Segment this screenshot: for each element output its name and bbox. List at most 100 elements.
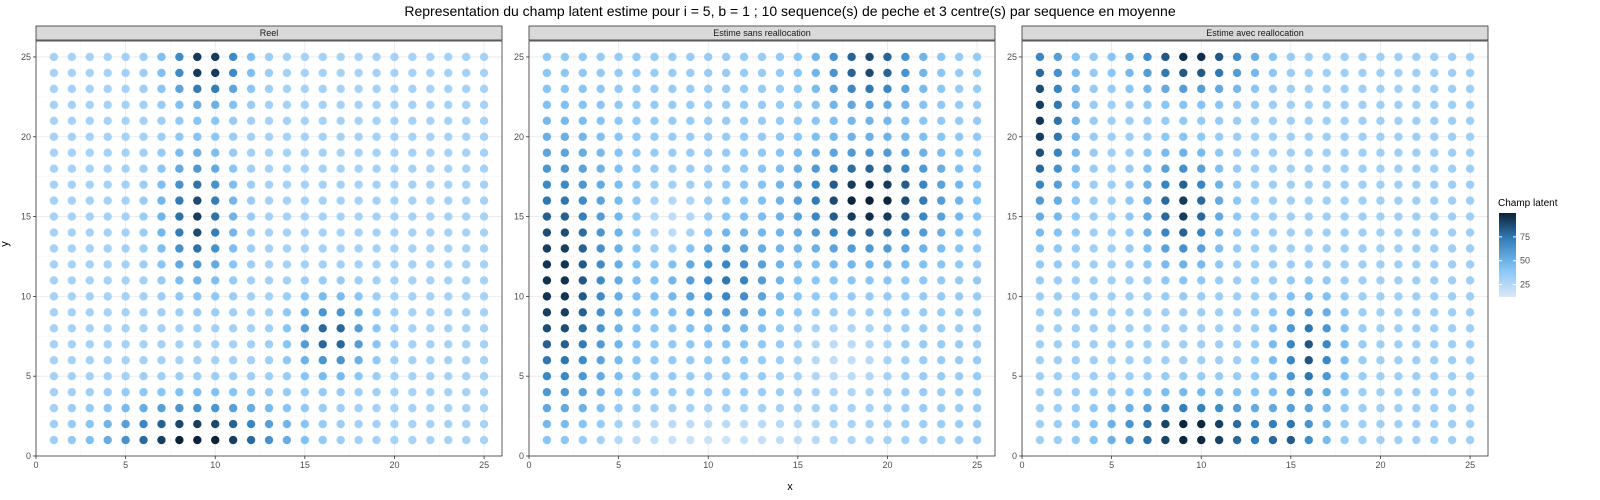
data-point [1035, 403, 1045, 413]
data-point [461, 340, 471, 349]
data-point [67, 324, 77, 333]
data-point [121, 260, 130, 269]
data-point [1250, 228, 1260, 237]
data-point [282, 260, 292, 269]
data-point [775, 371, 785, 381]
data-point [757, 324, 767, 333]
data-point [175, 196, 184, 205]
data-point [264, 164, 274, 173]
data-point [1250, 244, 1260, 253]
data-point [264, 196, 274, 205]
data-point [479, 260, 489, 269]
data-point [1412, 356, 1421, 365]
data-point [560, 356, 570, 365]
data-point [426, 371, 435, 381]
data-point [1465, 228, 1475, 237]
data-point [1394, 228, 1403, 237]
data-point [578, 148, 587, 157]
data-point [1071, 212, 1080, 221]
data-point [1286, 116, 1296, 126]
data-point [354, 340, 363, 349]
data-point [793, 116, 803, 126]
data-point [1197, 212, 1206, 221]
data-point [1125, 276, 1134, 285]
data-point [560, 387, 570, 397]
data-point [686, 419, 695, 429]
data-point [668, 260, 677, 269]
data-point [444, 84, 453, 94]
data-point [1268, 228, 1278, 237]
data-point [901, 116, 910, 126]
data-point [157, 148, 166, 157]
data-point [1179, 132, 1188, 141]
y-tick-label: 10 [1007, 291, 1017, 301]
data-point [390, 148, 399, 157]
data-point [264, 387, 274, 397]
data-point [228, 292, 238, 301]
data-point [901, 196, 910, 205]
data-point [85, 68, 94, 78]
data-point [1358, 164, 1367, 173]
data-point [1197, 164, 1206, 173]
data-point [793, 148, 803, 157]
data-point [139, 52, 148, 62]
data-point [937, 356, 946, 365]
data-point [1143, 100, 1152, 110]
data-point [1089, 180, 1098, 189]
data-point [1232, 164, 1242, 173]
data-point [211, 340, 220, 349]
data-point [883, 371, 892, 381]
data-point [390, 68, 399, 78]
data-point [1268, 196, 1278, 205]
data-point [318, 164, 327, 173]
data-point [461, 292, 471, 301]
data-point [228, 196, 238, 205]
data-point [775, 419, 785, 429]
data-point [1143, 228, 1152, 237]
data-point [67, 244, 77, 253]
data-point [121, 212, 130, 221]
data-point [1161, 340, 1170, 349]
data-point [1197, 435, 1206, 445]
data-point [721, 387, 731, 397]
data-point [1268, 68, 1278, 78]
data-point [704, 292, 713, 301]
data-point [390, 116, 399, 126]
data-point [901, 419, 910, 429]
data-point [336, 244, 345, 253]
data-point [264, 292, 274, 301]
data-point [354, 292, 363, 301]
data-point [372, 308, 381, 317]
data-point [1232, 100, 1242, 110]
x-axis-label: x [787, 481, 793, 493]
data-point [972, 387, 982, 397]
data-point [972, 356, 982, 365]
data-point [614, 340, 623, 349]
data-point [157, 196, 166, 205]
data-point [811, 260, 820, 269]
data-point [1430, 419, 1439, 429]
data-point [479, 340, 489, 349]
data-point [1125, 180, 1134, 189]
x-tick-label: 10 [703, 460, 713, 470]
data-point [686, 180, 695, 189]
data-point [193, 292, 202, 301]
data-point [632, 244, 641, 253]
data-point [67, 68, 77, 78]
x-tick-label: 20 [882, 460, 892, 470]
data-point [246, 324, 256, 333]
data-point [793, 419, 803, 429]
data-point [686, 435, 695, 445]
data-point [479, 308, 489, 317]
data-point [139, 84, 148, 94]
data-point [1107, 196, 1116, 205]
data-point [829, 435, 838, 445]
data-point [246, 340, 256, 349]
data-point [1412, 148, 1421, 157]
data-point [883, 228, 892, 237]
data-point [175, 228, 184, 237]
data-point [103, 324, 112, 333]
data-point [1340, 148, 1349, 157]
data-point [704, 244, 713, 253]
